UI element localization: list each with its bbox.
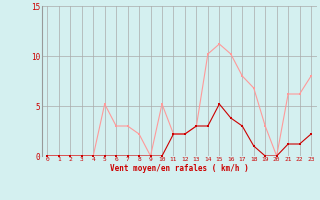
X-axis label: Vent moyen/en rafales ( km/h ): Vent moyen/en rafales ( km/h ) [110, 164, 249, 173]
